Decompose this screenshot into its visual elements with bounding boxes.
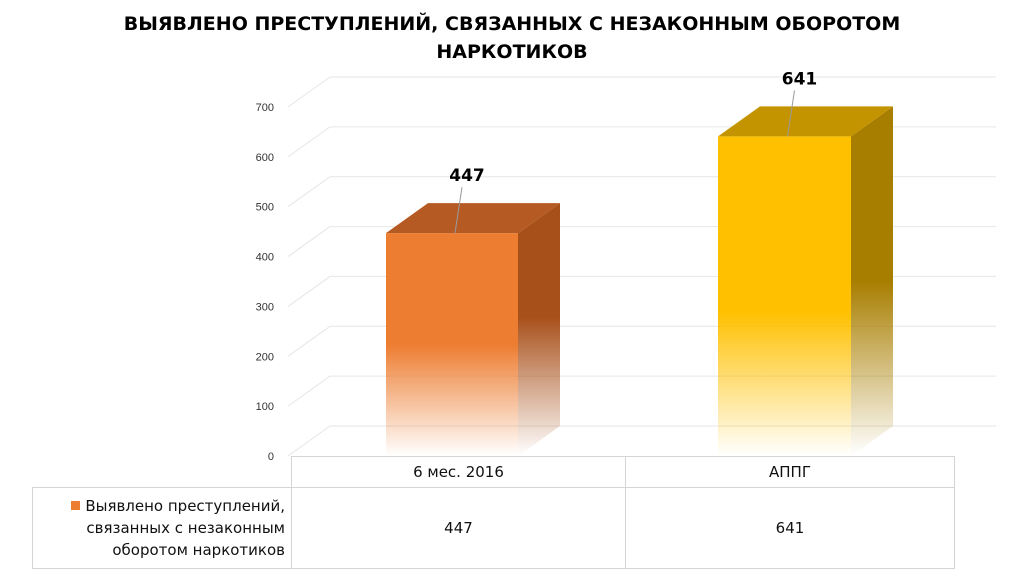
y-tick-label: 0 [268, 451, 274, 463]
gridline-floor [287, 375, 331, 407]
data-label: 641 [782, 69, 818, 89]
bar-front [718, 136, 851, 456]
bar-1 [386, 203, 560, 456]
legend-label-line-3: оборотом наркотиков [112, 541, 285, 559]
data-label: 447 [449, 166, 485, 186]
bar-front [386, 233, 518, 456]
data-table-header-1: 6 мес. 2016 [291, 456, 626, 488]
gridline-floor [287, 126, 331, 158]
bar-top [386, 203, 560, 234]
bar-2 [718, 106, 893, 457]
gridline-floor [287, 76, 331, 108]
bars: 447 641 [386, 69, 893, 457]
data-table-value-2: 641 [625, 487, 955, 569]
y-axis: 0 100 200 300 400 500 600 700 [256, 102, 274, 463]
chart-title: ВЫЯВЛЕНО ПРЕСТУПЛЕНИЙ, СВЯЗАННЫХ С НЕЗАК… [0, 10, 1024, 66]
chart-title-line-2: НАРКОТИКОВ [436, 41, 588, 63]
data-label-leader [787, 90, 795, 137]
y-tick-label: 600 [256, 152, 274, 164]
bar-top [718, 106, 893, 137]
bar-side [518, 203, 560, 456]
data-label-leader [454, 187, 463, 234]
legend-label-line-2: связанных с незаконным [86, 519, 285, 537]
data-table-header-row: 6 мес. 2016 АППГ [33, 456, 955, 488]
y-tick-label: 400 [256, 252, 274, 264]
data-table-value-1: 447 [291, 487, 626, 569]
y-tick-label: 100 [256, 401, 274, 413]
y-tick-label: 700 [256, 102, 274, 114]
chart-title-line-1: ВЫЯВЛЕНО ПРЕСТУПЛЕНИЙ, СВЯЗАННЫХ С НЕЗАК… [123, 13, 901, 35]
data-table: 6 мес. 2016 АППГ Выявлено преступлений, … [32, 456, 955, 569]
gridline-floor [287, 176, 331, 208]
legend-key [71, 501, 81, 510]
y-tick-label: 200 [256, 351, 274, 363]
data-table-header-2: АППГ [625, 456, 955, 488]
gridline-floor [287, 325, 331, 357]
data-table-row: Выявлено преступлений, связанных с незак… [32, 487, 955, 569]
bar-side [851, 106, 893, 457]
y-tick-label: 300 [256, 301, 274, 313]
gridline-floor [287, 276, 331, 307]
gridline-floor [287, 425, 331, 457]
legend-entry: Выявлено преступлений, связанных с незак… [32, 487, 292, 569]
data-table-corner [33, 457, 292, 488]
y-tick-label: 500 [256, 202, 274, 214]
legend-label-line-1: Выявлено преступлений, [85, 497, 285, 515]
gridline-floor [287, 226, 331, 257]
